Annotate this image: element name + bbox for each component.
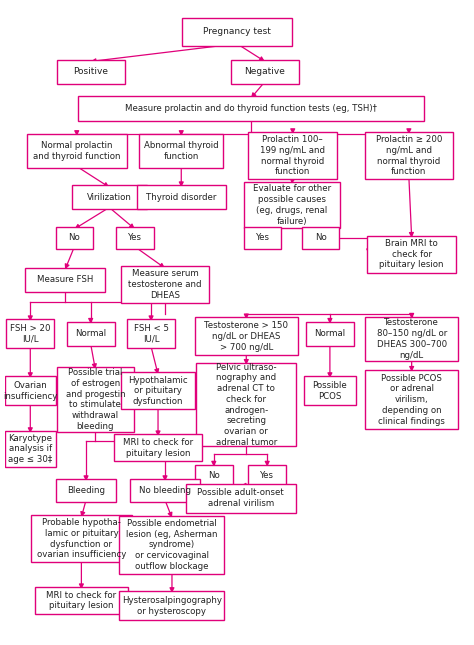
Text: Probable hypotha-
lamic or pituitary
dysfunction or
ovarian insufficiency: Probable hypotha- lamic or pituitary dys…	[36, 518, 126, 559]
Text: Measure FSH: Measure FSH	[37, 275, 93, 284]
Text: Prolactin 100–
199 ng/mL and
normal thyroid
function: Prolactin 100– 199 ng/mL and normal thyr…	[260, 135, 325, 176]
Text: Yes: Yes	[260, 471, 274, 480]
FancyBboxPatch shape	[139, 134, 223, 168]
FancyBboxPatch shape	[186, 484, 295, 513]
FancyBboxPatch shape	[365, 132, 453, 179]
FancyBboxPatch shape	[5, 432, 56, 466]
FancyBboxPatch shape	[26, 268, 105, 292]
FancyBboxPatch shape	[119, 516, 225, 574]
FancyBboxPatch shape	[302, 227, 339, 248]
Text: No: No	[208, 471, 219, 480]
FancyBboxPatch shape	[114, 434, 202, 461]
FancyBboxPatch shape	[195, 464, 233, 486]
FancyBboxPatch shape	[231, 59, 299, 84]
Text: Testosterone
80–150 ng/dL or
DHEAS 300–700
ng/dL: Testosterone 80–150 ng/dL or DHEAS 300–7…	[376, 319, 447, 359]
FancyBboxPatch shape	[72, 185, 146, 210]
Text: Yes: Yes	[255, 233, 270, 243]
FancyBboxPatch shape	[27, 134, 127, 168]
FancyBboxPatch shape	[55, 227, 93, 248]
Text: Virilization: Virilization	[87, 193, 132, 202]
Text: Karyotype
analysis if
age ≤ 30‡: Karyotype analysis if age ≤ 30‡	[8, 433, 53, 464]
Text: Normal prolactin
and thyroid function: Normal prolactin and thyroid function	[33, 141, 120, 161]
FancyBboxPatch shape	[119, 591, 225, 620]
Text: Testosterone > 150
ng/dL or DHEAS
> 700 ng/dL: Testosterone > 150 ng/dL or DHEAS > 700 …	[204, 321, 288, 352]
Text: Measure prolactin and do thyroid function tests (eg, TSH)†: Measure prolactin and do thyroid functio…	[125, 104, 377, 114]
Text: Abnormal thyroid
function: Abnormal thyroid function	[144, 141, 219, 161]
Text: Measure serum
testosterone and
DHEAS: Measure serum testosterone and DHEAS	[128, 270, 202, 300]
FancyBboxPatch shape	[137, 185, 226, 210]
Text: Possible adult-onset
adrenal virilism: Possible adult-onset adrenal virilism	[197, 488, 284, 508]
FancyBboxPatch shape	[31, 515, 132, 562]
Text: No: No	[69, 233, 80, 243]
Text: Positive: Positive	[73, 67, 108, 76]
FancyBboxPatch shape	[116, 227, 154, 248]
Text: Yes: Yes	[128, 233, 142, 243]
Text: Thyroid disorder: Thyroid disorder	[146, 193, 217, 202]
FancyBboxPatch shape	[367, 236, 456, 273]
Text: Hypothalamic
or pituitary
dysfunction: Hypothalamic or pituitary dysfunction	[128, 375, 188, 406]
Text: Possible PCOS
or adrenal
virilism,
depending on
clinical findings: Possible PCOS or adrenal virilism, depen…	[378, 373, 445, 426]
Text: Possible
PCOS: Possible PCOS	[312, 381, 347, 401]
Text: Brain MRI to
check for
pituitary lesion: Brain MRI to check for pituitary lesion	[379, 239, 444, 270]
FancyBboxPatch shape	[182, 18, 292, 46]
FancyBboxPatch shape	[130, 479, 200, 502]
FancyBboxPatch shape	[195, 317, 298, 355]
FancyBboxPatch shape	[244, 182, 340, 228]
Text: No: No	[315, 233, 327, 243]
FancyBboxPatch shape	[55, 479, 117, 502]
FancyBboxPatch shape	[244, 227, 282, 248]
Text: Normal: Normal	[314, 330, 346, 339]
FancyBboxPatch shape	[121, 266, 210, 303]
Text: FSH < 5
IU/L: FSH < 5 IU/L	[134, 324, 169, 344]
FancyBboxPatch shape	[248, 132, 337, 179]
Text: Ovarian
insufficiency: Ovarian insufficiency	[3, 381, 57, 401]
FancyBboxPatch shape	[78, 96, 424, 121]
Text: Prolactin ≥ 200
ng/mL and
normal thyroid
function: Prolactin ≥ 200 ng/mL and normal thyroid…	[376, 135, 442, 176]
Text: Hysterosalpingography
or hysteroscopy: Hysterosalpingography or hysteroscopy	[122, 596, 222, 615]
FancyBboxPatch shape	[35, 588, 128, 614]
Text: Evaluate for other
possible causes
(eg, drugs, renal
failure): Evaluate for other possible causes (eg, …	[253, 184, 331, 226]
FancyBboxPatch shape	[365, 317, 458, 361]
Text: Negative: Negative	[245, 67, 285, 76]
Text: FSH > 20
IU/L: FSH > 20 IU/L	[10, 324, 51, 344]
FancyBboxPatch shape	[5, 376, 56, 405]
Text: Possible trial
of estrogen
and progestin
to stimulate
withdrawal
bleeding: Possible trial of estrogen and progestin…	[65, 368, 125, 431]
FancyBboxPatch shape	[6, 319, 55, 348]
FancyBboxPatch shape	[57, 368, 134, 432]
FancyBboxPatch shape	[306, 322, 354, 346]
FancyBboxPatch shape	[248, 464, 286, 486]
FancyBboxPatch shape	[365, 370, 458, 430]
FancyBboxPatch shape	[196, 363, 296, 446]
FancyBboxPatch shape	[127, 319, 175, 348]
Text: MRI to check for
pituitary lesion: MRI to check for pituitary lesion	[46, 591, 117, 611]
Text: Bleeding: Bleeding	[67, 486, 105, 495]
Text: Pelvic ultraso-
nography and
adrenal CT to
check for
androgen-
secreting
ovarian: Pelvic ultraso- nography and adrenal CT …	[216, 362, 277, 447]
Text: MRI to check for
pituitary lesion: MRI to check for pituitary lesion	[123, 438, 193, 457]
FancyBboxPatch shape	[57, 59, 125, 84]
FancyBboxPatch shape	[121, 372, 195, 409]
Text: Normal: Normal	[75, 330, 106, 339]
Text: Possible endometrial
lesion (eg, Asherman
syndrome)
or cervicovaginal
outflow bl: Possible endometrial lesion (eg, Asherma…	[126, 519, 218, 571]
Text: Pregnancy test: Pregnancy test	[203, 27, 271, 36]
FancyBboxPatch shape	[304, 376, 356, 405]
FancyBboxPatch shape	[66, 322, 115, 346]
Text: No bleeding: No bleeding	[139, 486, 191, 495]
